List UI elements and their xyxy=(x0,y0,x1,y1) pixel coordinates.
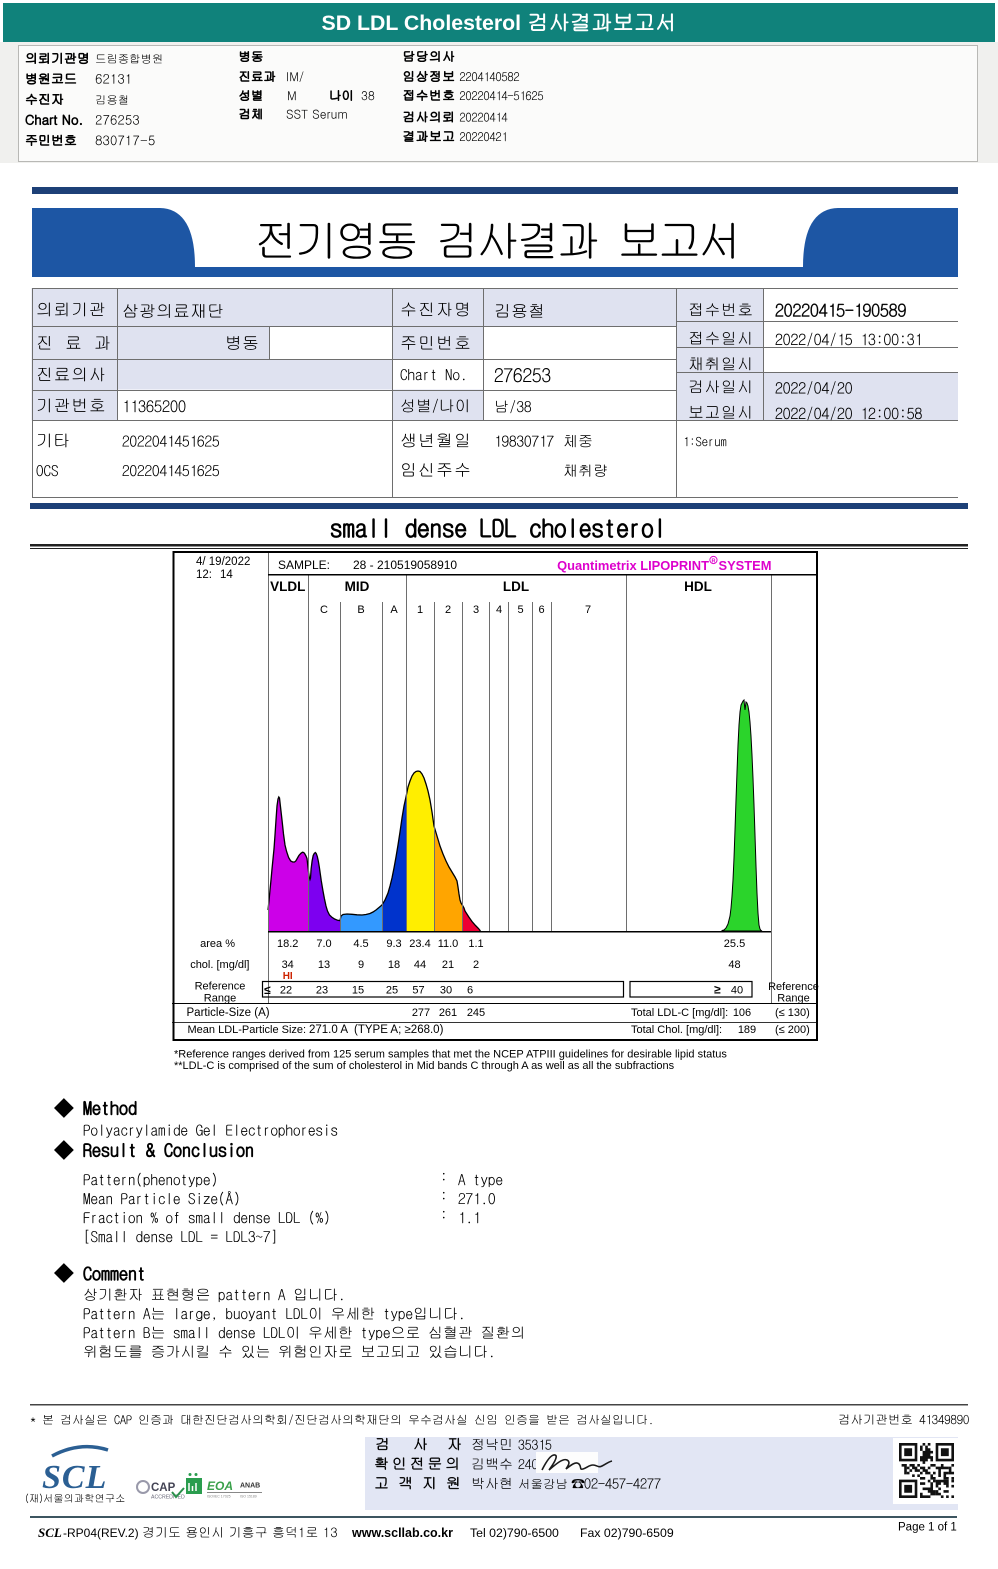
svg-text:28 - 210519058910: 28 - 210519058910 xyxy=(353,558,457,572)
svg-text:*Reference ranges derived from: *Reference ranges derived from 125 serum… xyxy=(174,1049,727,1061)
svg-text:34: 34 xyxy=(282,959,294,971)
svg-text:57: 57 xyxy=(412,985,424,997)
svg-text:23: 23 xyxy=(316,985,328,997)
svg-text:4: 4 xyxy=(496,604,502,616)
svg-text:30: 30 xyxy=(440,985,452,997)
svg-text:25.5: 25.5 xyxy=(724,938,745,950)
svg-text:VLDL: VLDL xyxy=(270,579,305,594)
svg-text:Total Chol. [mg/dl]:: Total Chol. [mg/dl]: xyxy=(631,1024,722,1036)
svg-text:≤: ≤ xyxy=(264,983,271,997)
svg-text:Total LDL-C [mg/dl]:: Total LDL-C [mg/dl]: xyxy=(631,1007,728,1019)
svg-text:ISO 15189: ISO 15189 xyxy=(240,1495,257,1499)
svg-text:Reference: Reference xyxy=(195,981,246,993)
svg-text:13: 13 xyxy=(318,959,330,971)
svg-text:(≤ 200): (≤ 200) xyxy=(775,1024,810,1036)
svg-text:9.3: 9.3 xyxy=(386,938,401,950)
svg-text:-RP04(REV.2): -RP04(REV.2) xyxy=(63,1526,139,1540)
svg-text:261: 261 xyxy=(439,1007,457,1019)
svg-text:48: 48 xyxy=(728,959,740,971)
svg-text:2: 2 xyxy=(445,604,451,616)
svg-text:40: 40 xyxy=(731,985,743,997)
svg-text:ACCREDITED: ACCREDITED xyxy=(151,1495,185,1501)
svg-text:chol. [mg/dl]: chol. [mg/dl] xyxy=(190,959,249,971)
svg-text:Tel 02)790-6500: Tel 02)790-6500 xyxy=(470,1526,559,1540)
svg-text:9: 9 xyxy=(358,959,364,971)
svg-text:15: 15 xyxy=(352,985,364,997)
svg-text:(≤ 130): (≤ 130) xyxy=(775,1007,810,1019)
svg-text:25: 25 xyxy=(386,985,398,997)
svg-text:C: C xyxy=(320,604,328,616)
svg-text:Page 1 of 1: Page 1 of 1 xyxy=(898,1522,957,1534)
svg-text:B: B xyxy=(357,604,364,616)
svg-text:189: 189 xyxy=(738,1024,756,1036)
svg-text:6: 6 xyxy=(467,985,473,997)
svg-text:R: R xyxy=(711,559,715,565)
svg-text:277: 277 xyxy=(412,1007,430,1019)
svg-text:SCL: SCL xyxy=(42,1459,107,1496)
svg-text:Quantimetrix LIPOPRINT: Quantimetrix LIPOPRINT xyxy=(557,558,709,573)
svg-text:5: 5 xyxy=(517,604,523,616)
svg-text:ANAB: ANAB xyxy=(240,1483,260,1490)
svg-text:245: 245 xyxy=(467,1007,485,1019)
svg-text:MID: MID xyxy=(345,579,370,594)
svg-text:A: A xyxy=(390,604,398,616)
svg-text:Reference: Reference xyxy=(768,981,819,993)
svg-text:14: 14 xyxy=(220,569,233,581)
svg-text:(TYPE A; ≥268.0): (TYPE A; ≥268.0) xyxy=(354,1024,444,1036)
svg-text:Mean LDL-Particle Size:: Mean LDL-Particle Size: xyxy=(188,1024,307,1036)
svg-text:3: 3 xyxy=(473,604,479,616)
svg-text:23.4: 23.4 xyxy=(409,938,430,950)
svg-text:area %: area % xyxy=(200,938,235,950)
svg-text:12:: 12: xyxy=(196,569,212,581)
svg-text:6: 6 xyxy=(538,604,544,616)
svg-text:44: 44 xyxy=(414,959,426,971)
svg-text:CAP: CAP xyxy=(151,1482,176,1494)
svg-text:11.0: 11.0 xyxy=(438,938,459,950)
svg-text:ISO/IEC 17025: ISO/IEC 17025 xyxy=(207,1495,231,1499)
svg-text:4/ 19/2022: 4/ 19/2022 xyxy=(196,556,250,568)
svg-text:**LDL-C is comprised of the su: **LDL-C is comprised of the sum of chole… xyxy=(174,1060,675,1072)
svg-text:22: 22 xyxy=(280,985,292,997)
svg-text:271.0 A: 271.0 A xyxy=(309,1024,348,1036)
svg-text:Fax 02)790-6509: Fax 02)790-6509 xyxy=(580,1526,674,1540)
svg-text:4.5: 4.5 xyxy=(353,938,368,950)
svg-text:HI: HI xyxy=(283,971,293,982)
svg-text:SD LDL Cholesterol: SD LDL Cholesterol xyxy=(321,11,521,35)
svg-text:SCL: SCL xyxy=(38,1525,62,1540)
svg-text:EOA: EOA xyxy=(207,1479,233,1493)
svg-text:≥: ≥ xyxy=(714,983,721,997)
svg-text:Range: Range xyxy=(777,993,809,1005)
svg-text:SAMPLE:: SAMPLE: xyxy=(278,558,330,572)
svg-text:www.scllab.co.kr: www.scllab.co.kr xyxy=(351,1526,453,1540)
svg-text:106: 106 xyxy=(733,1007,751,1019)
svg-text:1: 1 xyxy=(417,604,423,616)
svg-text:Particle-Size (A): Particle-Size (A) xyxy=(187,1007,270,1019)
svg-text:21: 21 xyxy=(442,959,454,971)
svg-text:7.0: 7.0 xyxy=(316,938,331,950)
svg-text:Range: Range xyxy=(204,993,236,1005)
svg-text:2: 2 xyxy=(473,959,479,971)
svg-text:7: 7 xyxy=(585,604,591,616)
svg-text:1.1: 1.1 xyxy=(468,938,483,950)
svg-text:LDL: LDL xyxy=(503,579,529,594)
svg-text:18.2: 18.2 xyxy=(277,938,298,950)
svg-text:18: 18 xyxy=(388,959,400,971)
svg-text:SYSTEM: SYSTEM xyxy=(718,558,771,573)
svg-text:HDL: HDL xyxy=(684,579,712,594)
